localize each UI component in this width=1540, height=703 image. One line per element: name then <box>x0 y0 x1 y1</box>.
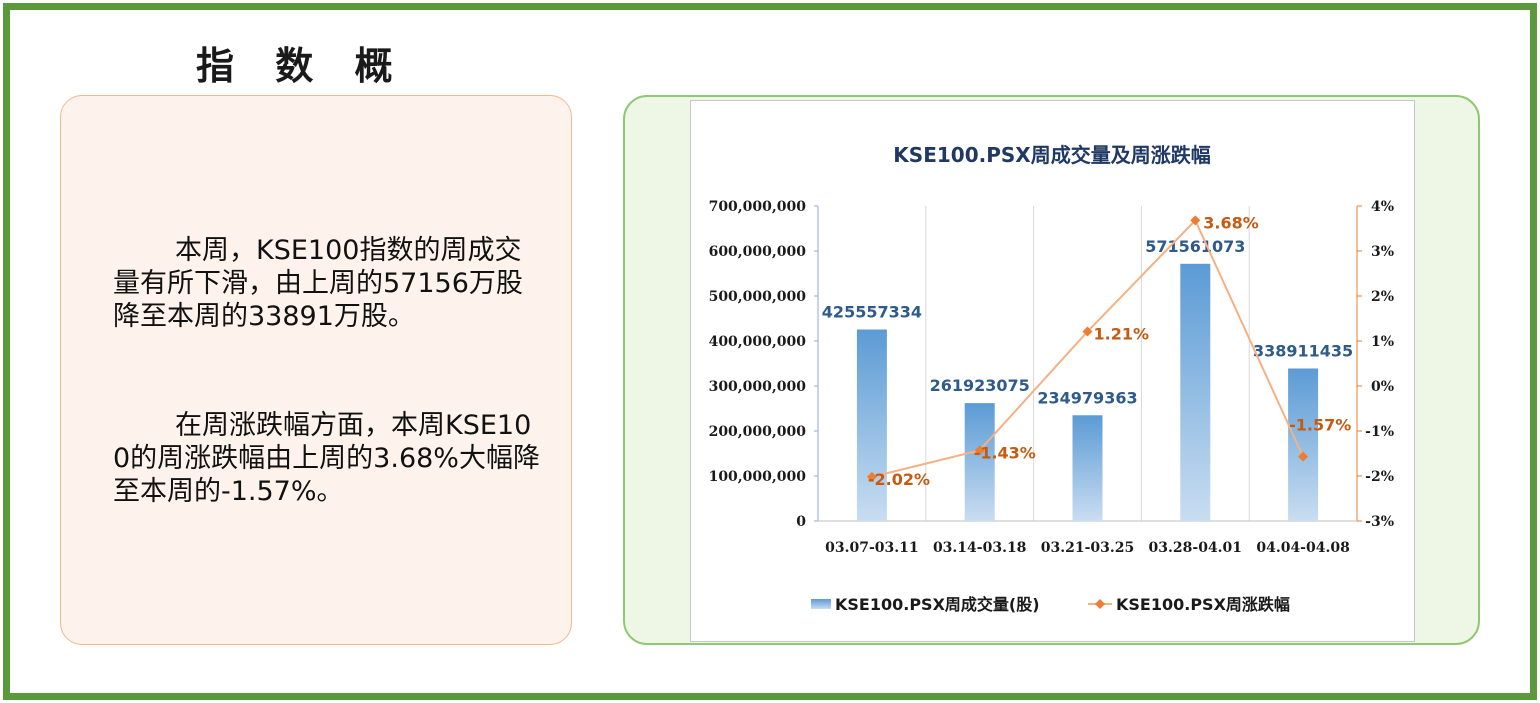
right-axis-tick-label: -1% <box>1365 424 1394 440</box>
summary-change-paragraph: 在周涨跌幅方面，本周KSE100的周涨跌幅由上周的3.68%大幅降至本周的-1.… <box>113 410 540 507</box>
x-axis-tick-label: 04.04-04.08 <box>1256 540 1350 556</box>
summary-panel: 本周，KSE100指数的周成交量有所下滑，由上周的57156万股降至本周的338… <box>60 95 572 645</box>
left-axis-tick-label: 200,000,000 <box>709 424 807 440</box>
right-axis-tick-label: 2% <box>1371 289 1394 305</box>
chart-container: KSE100.PSX周成交量及周涨跌幅 0 100,000,000 200,000,0… <box>690 100 1415 642</box>
left-axis-tick-label: 100,000,000 <box>709 469 807 485</box>
volume-bar <box>1072 415 1103 521</box>
chart-title: KSE100.PSX周成交量及周涨跌幅 <box>893 143 1210 167</box>
right-axis-tick-label: 4% <box>1371 199 1394 215</box>
left-axis-tick-label: 300,000,000 <box>709 379 807 395</box>
change-point-marker <box>1298 451 1309 462</box>
left-axis-tick-label: 400,000,000 <box>709 334 807 350</box>
volume-bar <box>964 403 995 521</box>
left-axis-tick-label: 0 <box>796 514 806 530</box>
volume-bar <box>1180 263 1211 521</box>
change-point-marker <box>866 471 877 482</box>
right-axis-tick-label: -2% <box>1365 469 1394 485</box>
x-axis-tick-label: 03.28-04.01 <box>1149 540 1243 556</box>
right-axis-tick-label: -3% <box>1365 514 1394 530</box>
right-axis-tick-label: 3% <box>1371 244 1394 260</box>
legend-line-label: KSE100.PSX周涨跌幅 <box>1116 595 1290 614</box>
volume-bar-label: 425557334 <box>822 302 922 321</box>
volume-bar-label: 261923075 <box>930 376 1030 395</box>
volume-bar-label: 234979363 <box>1037 388 1137 407</box>
left-axis-tick-label: 500,000,000 <box>709 289 807 305</box>
volume-bar <box>856 329 887 521</box>
legend-bar-label: KSE100.PSX周成交量(股) <box>835 595 1040 614</box>
page-title: 指 数 概 览 <box>196 43 407 140</box>
volume-bar-label: 571561073 <box>1145 237 1245 256</box>
volume-bar-label: 338911435 <box>1253 341 1353 360</box>
right-axis-tick-label: 0% <box>1371 379 1394 395</box>
x-axis-tick-label: 03.07-03.11 <box>825 540 919 556</box>
left-axis-tick-label: 600,000,000 <box>709 244 807 260</box>
summary-volume-paragraph: 本周，KSE100指数的周成交量有所下滑，由上周的57156万股降至本周的338… <box>113 235 523 332</box>
change-point-label: 3.68% <box>1203 213 1259 232</box>
combo-chart: KSE100.PSX周成交量及周涨跌幅 0 100,000,000 200,000,0… <box>709 143 1394 614</box>
volume-bar <box>1288 368 1319 521</box>
change-point-label: 1.21% <box>1094 325 1150 344</box>
left-axis-tick-label: 700,000,000 <box>709 199 807 215</box>
change-point-label: -1.43% <box>974 443 1036 462</box>
x-axis-tick-label: 03.14-03.18 <box>933 540 1026 556</box>
change-point-label: -2.02% <box>868 470 930 489</box>
change-point-marker <box>1190 215 1201 226</box>
x-axis-tick-label: 03.21-03.25 <box>1041 540 1135 556</box>
change-point-marker <box>974 445 985 456</box>
legend-line-marker <box>1095 599 1105 609</box>
change-point-label: -1.57% <box>1289 416 1351 435</box>
change-point-marker <box>1082 326 1093 337</box>
legend-bar-swatch <box>811 599 831 609</box>
right-axis-tick-label: 1% <box>1371 334 1394 350</box>
